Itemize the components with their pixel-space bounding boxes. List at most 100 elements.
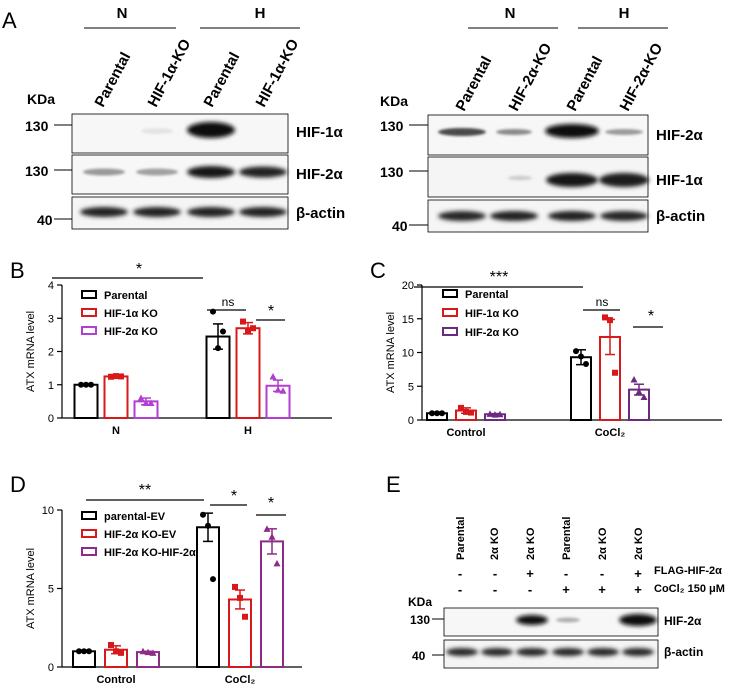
y-tick-label: 5 bbox=[408, 381, 414, 393]
panel-e-blots: 130 HIF-2α 40 β-actin bbox=[410, 607, 703, 669]
lane-label: Parental bbox=[453, 54, 496, 114]
bar bbox=[235, 327, 261, 420]
y-tick-label: 20 bbox=[402, 280, 414, 292]
data-point bbox=[269, 372, 277, 380]
panel-a-left-blots: 130 HIF-1α 130 HIF-2α 40 β-actin bbox=[25, 113, 345, 230]
blot-label: HIF-2α bbox=[664, 614, 702, 628]
lane-label: HIF-2α-KO bbox=[617, 40, 667, 114]
y-tick-label: 10 bbox=[42, 505, 54, 517]
data-point bbox=[215, 345, 221, 352]
significance-label: ns bbox=[222, 295, 235, 309]
x-tick-label: Control bbox=[446, 427, 485, 439]
sign: - bbox=[458, 566, 462, 581]
data-point bbox=[113, 373, 119, 380]
marker-label: 130 bbox=[380, 164, 404, 180]
lane-label: Parental bbox=[201, 50, 244, 110]
data-point bbox=[144, 648, 152, 656]
significance-label: * bbox=[268, 303, 274, 320]
chart-d: 0 5 10 ATX mRNA level Control CoCl₂ parental-E… bbox=[25, 482, 302, 686]
blot-label: HIF-2α bbox=[296, 166, 344, 183]
data-point bbox=[468, 409, 474, 416]
bar bbox=[196, 526, 220, 669]
data-point bbox=[612, 369, 618, 376]
sign: - bbox=[564, 566, 568, 581]
data-point bbox=[108, 642, 114, 649]
data-point bbox=[108, 373, 114, 380]
data-point bbox=[463, 408, 469, 415]
blot-hif2a bbox=[71, 154, 289, 195]
lane-label: HIF-2α-KO bbox=[506, 40, 556, 114]
sign: - bbox=[493, 566, 497, 581]
data-point bbox=[139, 647, 147, 655]
legend-label: HIF-2α KO bbox=[465, 327, 519, 339]
legend-swatch bbox=[81, 547, 97, 556]
significance-label: *** bbox=[490, 269, 509, 286]
group-label-h: H bbox=[619, 5, 630, 22]
y-tick-label: 0 bbox=[48, 413, 54, 425]
legend-label: HIF-1α KO bbox=[465, 308, 519, 320]
kda-label: KDa bbox=[408, 595, 432, 609]
marker-label: 40 bbox=[392, 218, 408, 234]
marker-label: 130 bbox=[380, 118, 404, 134]
legend-label: HIF-1α KO bbox=[104, 308, 158, 320]
legend-swatch bbox=[81, 308, 97, 317]
data-point bbox=[630, 376, 638, 383]
legend-swatch bbox=[442, 327, 458, 336]
data-point bbox=[200, 511, 206, 518]
lane-label: HIF-1α-KO bbox=[253, 36, 303, 110]
panel-c-letter: C bbox=[370, 258, 386, 283]
blot-label: HIF-2α bbox=[656, 127, 704, 144]
data-point bbox=[640, 393, 648, 401]
y-tick-label: 0 bbox=[408, 415, 414, 427]
data-point bbox=[491, 411, 499, 418]
panel-e-header: Parental 2α KO 2α KO Parental 2α KO 2α K… bbox=[408, 517, 725, 609]
data-point bbox=[429, 410, 435, 417]
y-tick-label: 4 bbox=[48, 280, 54, 292]
blot-bactin bbox=[427, 199, 649, 233]
data-point bbox=[486, 410, 494, 417]
legend-label: Parental bbox=[104, 290, 147, 302]
data-point bbox=[263, 525, 271, 532]
data-point bbox=[220, 328, 226, 335]
sign: - bbox=[600, 566, 604, 581]
data-point bbox=[81, 648, 87, 655]
marker-label: 130 bbox=[25, 163, 49, 179]
legend-label: HIF-2α KO-HIF-2α bbox=[104, 547, 196, 559]
legend-swatch bbox=[81, 511, 97, 520]
y-tick-label: 10 bbox=[402, 348, 414, 360]
data-point bbox=[245, 328, 251, 335]
blot-bactin bbox=[71, 196, 289, 230]
kda-label: KDa bbox=[27, 91, 55, 107]
marker-label: 130 bbox=[410, 613, 430, 627]
kda-label: KDa bbox=[380, 93, 408, 109]
x-tick-label: CoCl₂ bbox=[595, 427, 626, 439]
lane-label: 2α KO bbox=[489, 527, 501, 560]
blot-label: HIF-1α bbox=[656, 172, 704, 189]
data-point bbox=[142, 399, 150, 407]
data-point bbox=[268, 533, 276, 540]
data-point bbox=[496, 410, 504, 418]
bar bbox=[73, 383, 99, 419]
blot-label: β-actin bbox=[296, 205, 345, 222]
blot-hif2a bbox=[427, 114, 649, 156]
y-axis-label: ATX mRNA level bbox=[385, 312, 397, 393]
legend-swatch bbox=[442, 308, 458, 317]
data-point bbox=[607, 317, 613, 324]
blot-label: β-actin bbox=[664, 645, 703, 659]
marker-label: 40 bbox=[37, 212, 53, 228]
blot-hif1a bbox=[71, 113, 289, 154]
data-point bbox=[573, 348, 579, 355]
sign: + bbox=[526, 566, 534, 581]
x-tick-label: H bbox=[244, 425, 252, 437]
y-tick-label: 5 bbox=[48, 584, 54, 596]
blot-hif2a bbox=[443, 607, 659, 637]
marker-label: 130 bbox=[25, 118, 49, 134]
data-point bbox=[602, 314, 608, 321]
data-point bbox=[635, 388, 643, 395]
data-point bbox=[149, 649, 157, 656]
marker-label: 40 bbox=[412, 649, 426, 663]
data-point bbox=[240, 318, 246, 325]
data-point bbox=[458, 404, 464, 411]
panel-a-letter: A bbox=[2, 8, 17, 33]
